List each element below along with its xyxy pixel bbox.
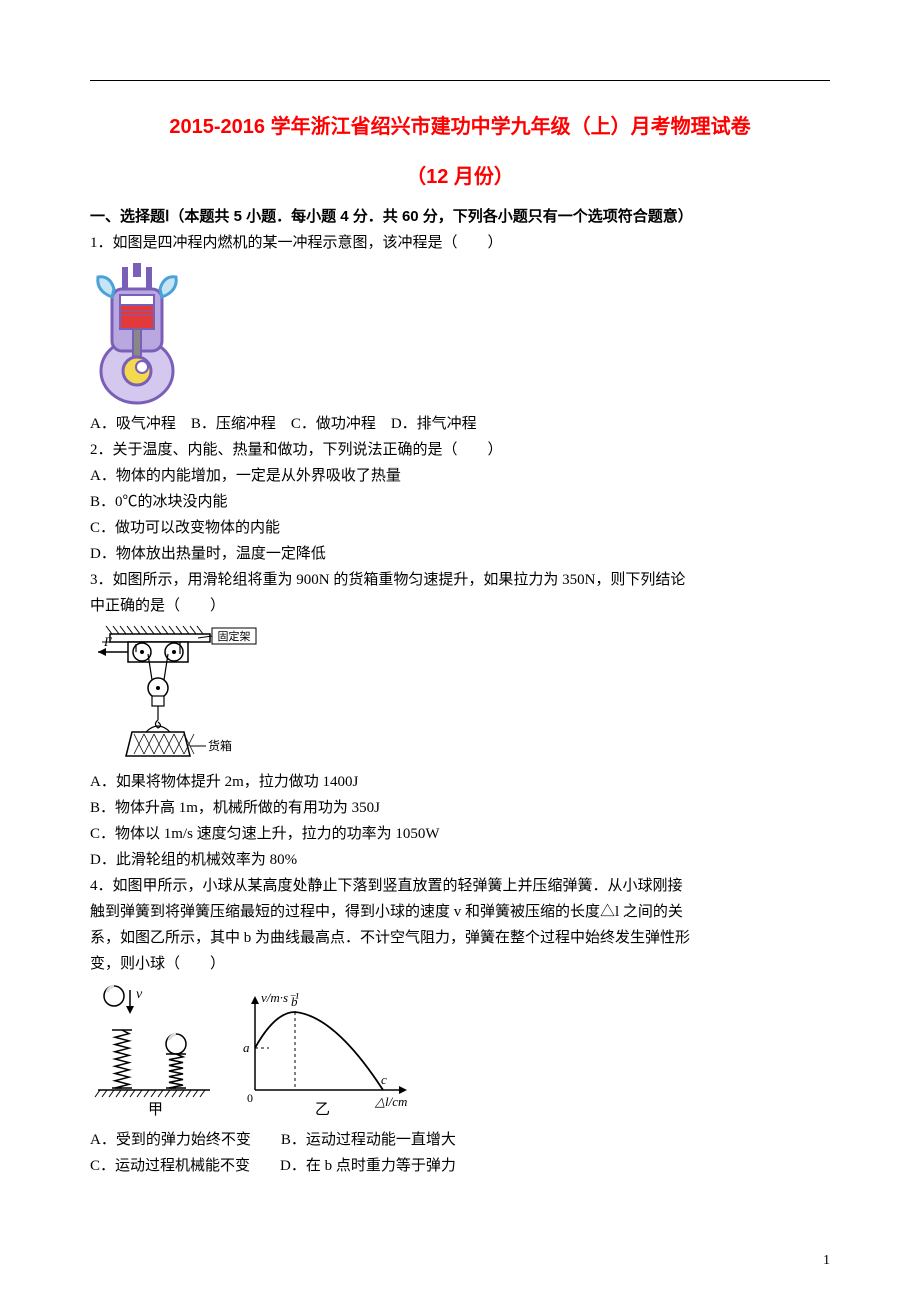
q2-opt-b: B．0℃的冰块没内能 bbox=[90, 490, 830, 514]
q3-stem-l2: 中正确的是（ ） bbox=[90, 594, 830, 618]
svg-text:乙: 乙 bbox=[315, 1102, 330, 1118]
q1-figure bbox=[90, 261, 830, 406]
q2-stem: 2．关于温度、内能、热量和做功，下列说法正确的是（ ） bbox=[90, 438, 830, 462]
top-rule bbox=[90, 80, 830, 81]
q1-stem: 1．如图是四冲程内燃机的某一冲程示意图，该冲程是（ ） bbox=[90, 231, 830, 255]
q4-stem-l4: 变，则小球（ ） bbox=[90, 952, 830, 976]
svg-text:v: v bbox=[136, 987, 143, 1002]
q3-opt-b: B．物体升高 1m，机械所做的有用功为 350J bbox=[90, 796, 830, 820]
q4-stem-l1: 4．如图甲所示，小球从某高度处静止下落到竖直放置的轻弹簧上并压缩弹簧．从小球刚接 bbox=[90, 874, 830, 898]
doc-subtitle: （12 月份） bbox=[90, 161, 830, 193]
q3-opt-a: A．如果将物体提升 2m，拉力做功 1400J bbox=[90, 770, 830, 794]
svg-text:0: 0 bbox=[247, 1091, 253, 1105]
svg-text:货箱: 货箱 bbox=[208, 738, 232, 753]
q3-figure: 固定架F货箱 bbox=[90, 624, 830, 764]
svg-text:△l/cm: △l/cm bbox=[374, 1094, 407, 1109]
svg-text:b: b bbox=[291, 994, 298, 1009]
svg-text:甲: 甲 bbox=[148, 1102, 163, 1118]
svg-text:a: a bbox=[243, 1040, 250, 1055]
q2-opt-a: A．物体的内能增加，一定是从外界吸收了热量 bbox=[90, 464, 830, 488]
section-1-heading: 一、选择题Ⅰ（本题共 5 小题．每小题 4 分．共 60 分，下列各小题只有一个… bbox=[90, 205, 830, 229]
q4-stem-l2: 触到弹簧到将弹簧压缩最短的过程中，得到小球的速度 v 和弹簧被压缩的长度△l 之… bbox=[90, 900, 830, 924]
q1-options: A．吸气冲程 B．压缩冲程 C．做功冲程 D．排气冲程 bbox=[90, 412, 830, 436]
q4-figure: v甲0v/m·s⁻¹△l/cmabc乙 bbox=[90, 982, 830, 1122]
page-number: 1 bbox=[823, 1250, 830, 1272]
q4-stem-l3: 系，如图乙所示，其中 b 为曲线最高点．不计空气阻力，弹簧在整个过程中始终发生弹… bbox=[90, 926, 830, 950]
q2-opt-d: D．物体放出热量时，温度一定降低 bbox=[90, 542, 830, 566]
svg-text:c: c bbox=[381, 1072, 387, 1087]
q3-stem-l1: 3．如图所示，用滑轮组将重为 900N 的货箱重物匀速提升，如果拉力为 350N… bbox=[90, 568, 830, 592]
q4-opt-row1: A．受到的弹力始终不变 B．运动过程动能一直增大 bbox=[90, 1128, 830, 1152]
q3-opt-c: C．物体以 1m/s 速度匀速上升，拉力的功率为 1050W bbox=[90, 822, 830, 846]
q2-opt-c: C．做功可以改变物体的内能 bbox=[90, 516, 830, 540]
q3-opt-d: D．此滑轮组的机械效率为 80% bbox=[90, 848, 830, 872]
q4-opt-row2: C．运动过程机械能不变 D．在 b 点时重力等于弹力 bbox=[90, 1154, 830, 1178]
doc-title: 2015-2016 学年浙江省绍兴市建功中学九年级（上）月考物理试卷 bbox=[90, 111, 830, 143]
svg-text:固定架: 固定架 bbox=[218, 629, 251, 643]
